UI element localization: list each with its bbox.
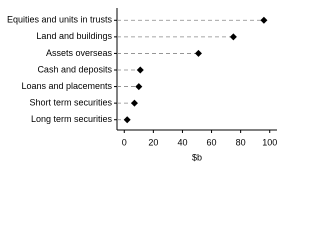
dot xyxy=(260,16,268,24)
y-tick-label: Equities and units in trusts xyxy=(7,15,113,25)
x-tick-label: 40 xyxy=(177,137,187,147)
dot xyxy=(123,116,131,124)
dot xyxy=(229,33,237,41)
y-tick-label: Loans and placements xyxy=(21,81,112,91)
y-tick-label: Land and buildings xyxy=(36,31,112,41)
x-tick-label: 0 xyxy=(122,137,127,147)
x-tick-label: 100 xyxy=(262,137,277,147)
x-tick-label: 20 xyxy=(148,137,158,147)
dot xyxy=(135,83,143,91)
dot xyxy=(194,49,202,57)
chart: $b 0 20 40 60 80 100 Equities and units in tru… xyxy=(7,8,277,162)
y-tick-label: Cash and deposits xyxy=(37,64,112,74)
x-tick-label: 60 xyxy=(207,137,217,147)
y-tick-label: Short term securities xyxy=(29,98,112,108)
x-tick-label: 80 xyxy=(236,137,246,147)
x-axis-label: $b xyxy=(192,152,202,162)
y-tick-label: Long term securities xyxy=(31,114,113,124)
dot xyxy=(136,66,144,74)
y-tick-label: Assets overseas xyxy=(46,48,113,58)
dot xyxy=(130,99,138,107)
